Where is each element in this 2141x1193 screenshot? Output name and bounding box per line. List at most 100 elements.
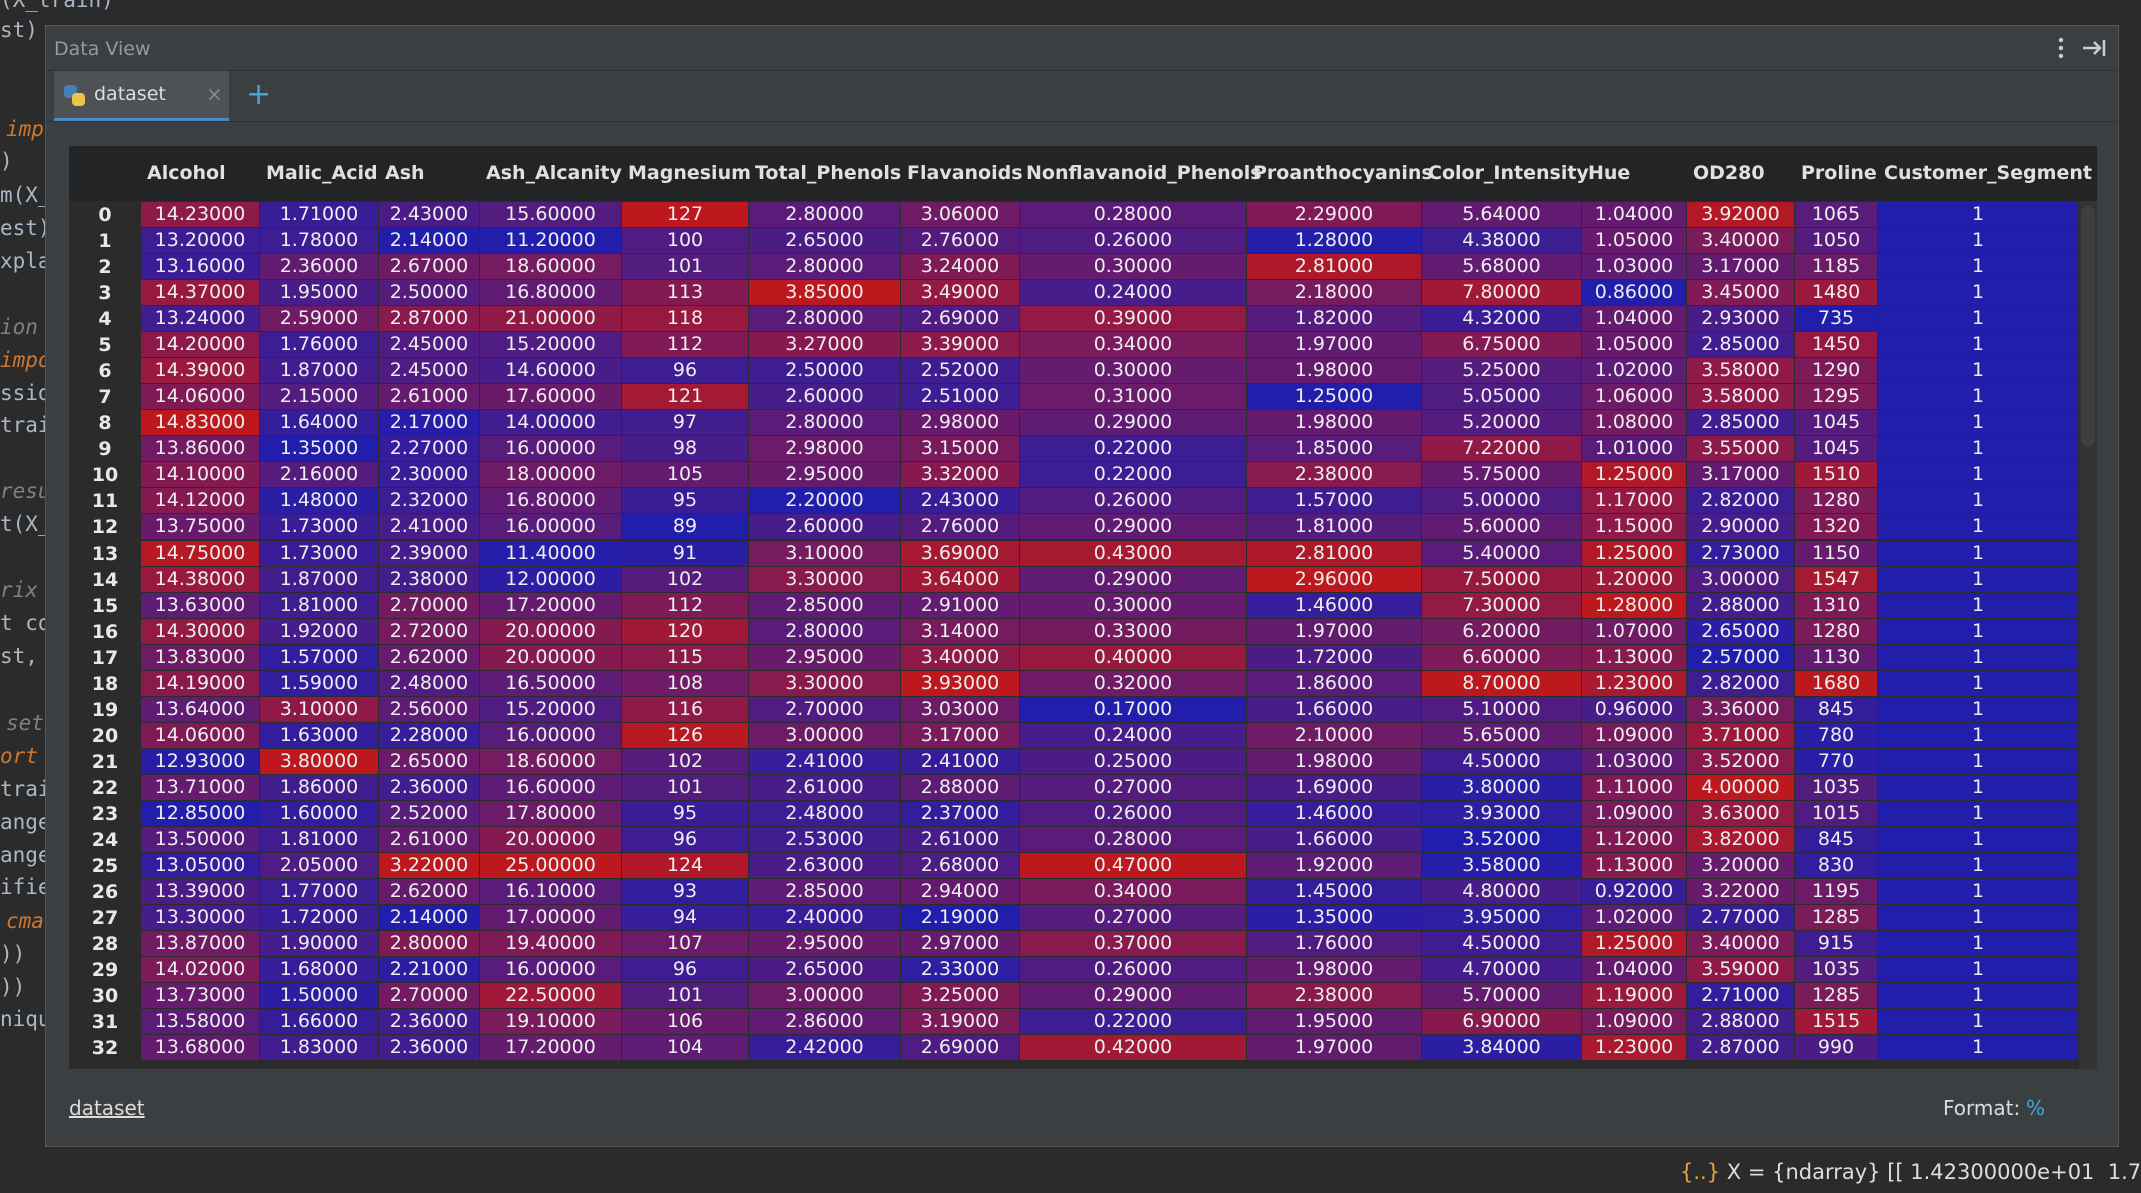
column-header: OD280 bbox=[1693, 162, 1765, 184]
table-cell: 0.33000 bbox=[1020, 618, 1246, 645]
table-cell: 2.67000 bbox=[379, 254, 479, 281]
code-fragment: cma bbox=[6, 909, 44, 933]
table-cell: 1310 bbox=[1795, 592, 1877, 619]
scrollbar-thumb[interactable] bbox=[2081, 206, 2095, 446]
table-cell: 13.50000 bbox=[141, 826, 259, 853]
table-cell: 2.28000 bbox=[379, 722, 479, 749]
row-index: 1 bbox=[69, 228, 141, 255]
table-cell: 124 bbox=[622, 853, 748, 879]
table-cell: 0.34000 bbox=[1020, 879, 1246, 906]
table-cell: 1.20000 bbox=[1582, 566, 1686, 593]
table-cell: 0.22000 bbox=[1020, 436, 1246, 463]
table-cell: 3.93000 bbox=[901, 670, 1019, 697]
row-index: 10 bbox=[69, 462, 141, 489]
code-fragment: )) bbox=[0, 942, 26, 966]
table-cell: 2.39000 bbox=[379, 540, 479, 567]
table-cell: 6.90000 bbox=[1422, 1009, 1581, 1036]
table-cell: 1.35000 bbox=[1247, 905, 1421, 932]
table-cell: 2.30000 bbox=[379, 462, 479, 489]
table-cell: 13.83000 bbox=[141, 644, 259, 671]
table-cell: 2.48000 bbox=[749, 800, 900, 827]
table-cell: 2.05000 bbox=[260, 853, 378, 879]
table-cell: 2.65000 bbox=[379, 748, 479, 775]
table-cell: 1510 bbox=[1795, 462, 1877, 489]
row-index: 13 bbox=[69, 540, 141, 567]
table-cell: 2.69000 bbox=[901, 306, 1019, 333]
column-header: Customer_Segment bbox=[1884, 162, 2092, 184]
table-cell: 2.70000 bbox=[749, 696, 900, 723]
table-cell: 1.02000 bbox=[1582, 905, 1686, 932]
code-fragment: xpla bbox=[0, 249, 51, 273]
table-cell: 4.38000 bbox=[1422, 228, 1581, 255]
table-cell: 2.80000 bbox=[749, 618, 900, 645]
table-cell: 2.53000 bbox=[749, 826, 900, 853]
table-cell: 20.00000 bbox=[480, 644, 621, 671]
table-cell: 3.45000 bbox=[1687, 280, 1794, 307]
table-cell: 1.12000 bbox=[1582, 826, 1686, 853]
table-cell: 3.22000 bbox=[379, 853, 479, 879]
table-cell: 1150 bbox=[1795, 540, 1877, 567]
table-cell: 2.40000 bbox=[749, 905, 900, 932]
column-header: Proanthocyanins bbox=[1253, 162, 1433, 184]
table-cell: 1 bbox=[1878, 254, 2078, 281]
table-cell: 2.97000 bbox=[901, 931, 1019, 958]
variable-icon: {..} bbox=[1680, 1160, 1721, 1184]
table-cell: 2.63000 bbox=[749, 853, 900, 879]
table-cell: 3.58000 bbox=[1687, 384, 1794, 411]
format-label: Format: bbox=[1943, 1096, 2021, 1120]
table-cell: 2.73000 bbox=[1687, 540, 1794, 567]
table-cell: 0.17000 bbox=[1020, 696, 1246, 723]
title-bar: Data View bbox=[46, 26, 2118, 71]
hide-button[interactable] bbox=[2081, 36, 2107, 60]
table-cell: 2.50000 bbox=[379, 280, 479, 307]
format-value[interactable]: % bbox=[2026, 1096, 2046, 1120]
table-cell: 17.60000 bbox=[480, 384, 621, 411]
table-cell: 1 bbox=[1878, 644, 2078, 671]
table-cell: 1.63000 bbox=[260, 722, 378, 749]
table-cell: 1 bbox=[1878, 332, 2078, 359]
add-tab[interactable]: + bbox=[246, 77, 272, 112]
table-cell: 1.60000 bbox=[260, 800, 378, 827]
table-cell: 104 bbox=[622, 1035, 748, 1062]
table-cell: 19.40000 bbox=[480, 931, 621, 958]
table-cell: 0.86000 bbox=[1582, 280, 1686, 307]
code-fragment: trai bbox=[0, 413, 51, 437]
table-cell: 1130 bbox=[1795, 644, 1877, 671]
table-cell: 1.64000 bbox=[260, 410, 378, 437]
table-cell: 5.64000 bbox=[1422, 202, 1581, 228]
table-cell: 2.36000 bbox=[379, 1035, 479, 1062]
row-index: 26 bbox=[69, 879, 141, 906]
table-cell: 118 bbox=[622, 306, 748, 333]
table-cell: 1 bbox=[1878, 696, 2078, 723]
table-cell: 2.36000 bbox=[260, 254, 378, 281]
options-button[interactable] bbox=[2056, 36, 2066, 60]
table-cell: 1450 bbox=[1795, 332, 1877, 359]
row-index: 6 bbox=[69, 358, 141, 385]
table-cell: 3.95000 bbox=[1422, 905, 1581, 932]
table-cell: 1.25000 bbox=[1582, 540, 1686, 567]
table-cell: 1.35000 bbox=[260, 436, 378, 463]
table-cell: 1295 bbox=[1795, 384, 1877, 411]
table-cell: 3.92000 bbox=[1687, 202, 1794, 228]
table-cell: 1.95000 bbox=[260, 280, 378, 307]
table-cell: 1045 bbox=[1795, 410, 1877, 437]
table-cell: 5.68000 bbox=[1422, 254, 1581, 281]
table-cell: 2.61000 bbox=[379, 826, 479, 853]
table-cell: 105 bbox=[622, 462, 748, 489]
tab[interactable]: dataset × bbox=[54, 71, 229, 121]
table-cell: 13.39000 bbox=[141, 879, 259, 906]
table-cell: 0.26000 bbox=[1020, 228, 1246, 255]
table-cell: 2.96000 bbox=[1247, 566, 1421, 593]
table-cell: 1.46000 bbox=[1247, 800, 1421, 827]
table-cell: 1.86000 bbox=[1247, 670, 1421, 697]
table-cell: 1.78000 bbox=[260, 228, 378, 255]
table-cell: 915 bbox=[1795, 931, 1877, 958]
expression-link[interactable]: dataset bbox=[69, 1096, 145, 1120]
table-cell: 1.05000 bbox=[1582, 228, 1686, 255]
table-cell: 1.98000 bbox=[1247, 410, 1421, 437]
tab-close[interactable]: × bbox=[206, 82, 223, 106]
table-cell: 1.81000 bbox=[1247, 514, 1421, 541]
table-cell: 6.20000 bbox=[1422, 618, 1581, 645]
table-cell: 17.20000 bbox=[480, 592, 621, 619]
table-cell: 3.03000 bbox=[901, 696, 1019, 723]
